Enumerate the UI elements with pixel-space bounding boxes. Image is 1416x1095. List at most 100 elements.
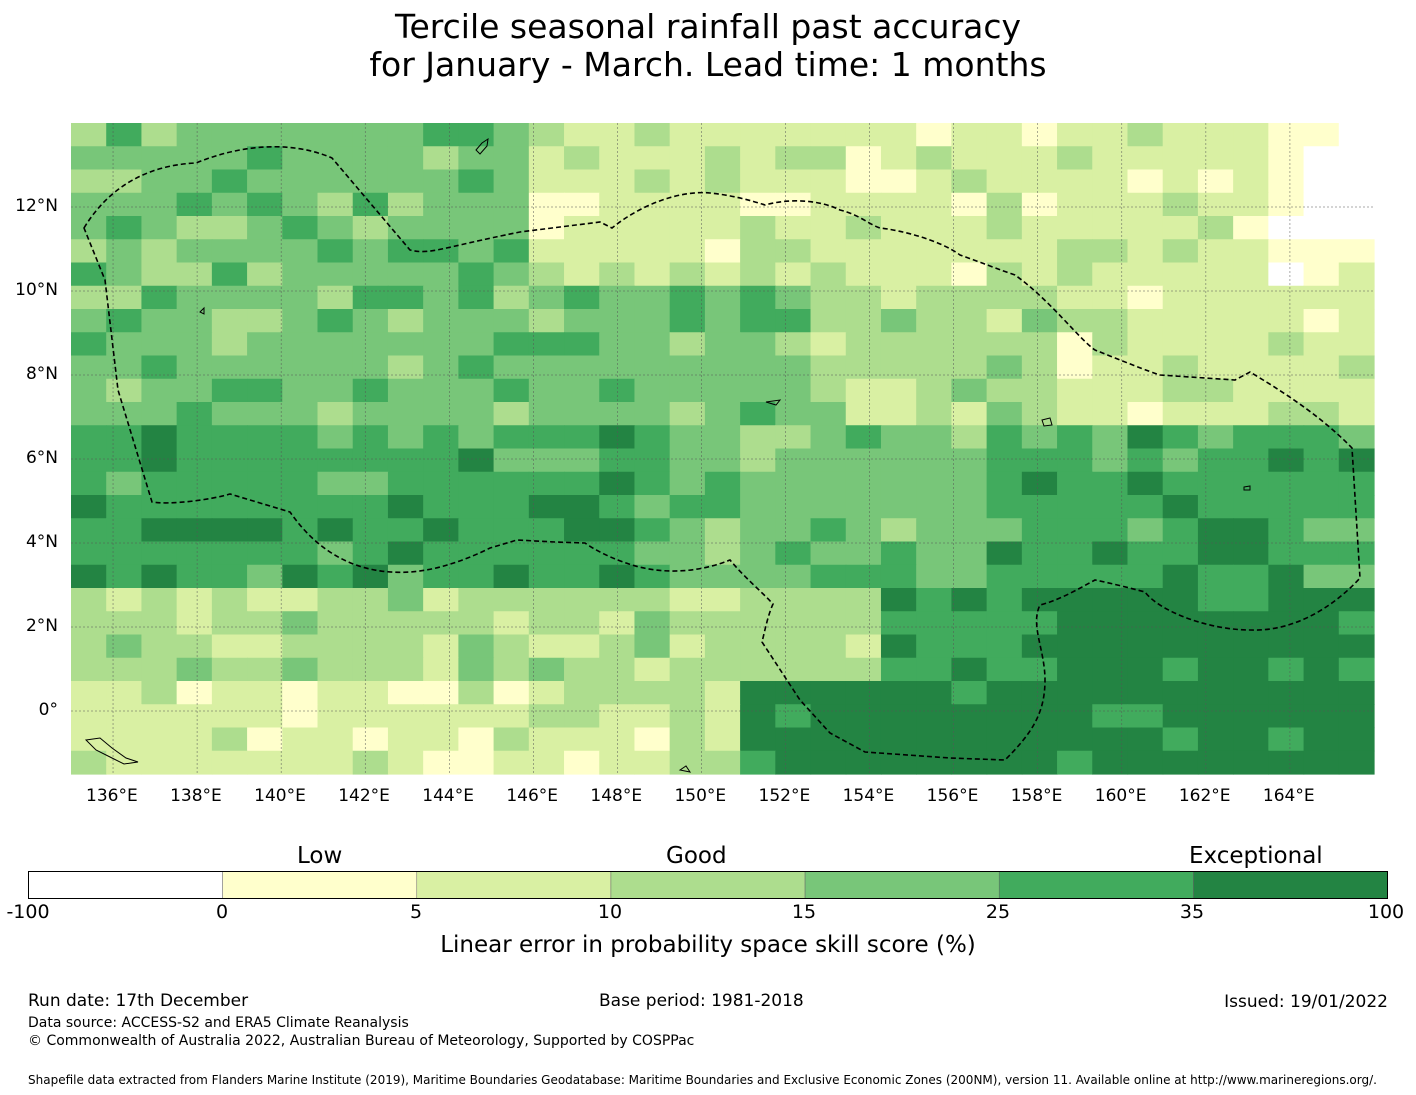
skill-cell [1303, 192, 1340, 217]
skill-cell [1127, 588, 1164, 612]
skill-cell [1057, 588, 1093, 612]
skill-cell [493, 378, 530, 403]
skill-cell [458, 123, 495, 147]
skill-cell [1162, 309, 1199, 333]
skill-cell [951, 518, 988, 543]
skill-cell [282, 332, 319, 357]
skill-cell [211, 750, 248, 775]
skill-cell [528, 448, 565, 473]
skill-cell [775, 495, 812, 519]
skill-cell [1338, 332, 1375, 357]
skill-cell [352, 169, 389, 194]
skill-cell [141, 355, 178, 380]
skill-cell [880, 541, 917, 566]
colorbar-tick: 35 [1179, 901, 1205, 923]
skill-cell [458, 285, 495, 310]
skill-cell [317, 611, 354, 636]
skill-cell [1127, 262, 1164, 287]
skill-cell [423, 704, 459, 729]
skill-cell [387, 518, 424, 543]
skill-cell [247, 564, 283, 589]
skill-cell [1268, 169, 1305, 194]
skill-cell [106, 355, 143, 380]
skill-cell [387, 564, 424, 589]
skill-cell [880, 239, 917, 264]
skill-cell [810, 355, 847, 380]
skill-cell [141, 634, 178, 659]
skill-cell [740, 471, 776, 496]
skill-cell [810, 564, 847, 589]
skill-cell [493, 123, 530, 147]
skill-cell [704, 704, 741, 729]
data-source: Data source: ACCESS-S2 and ERA5 Climate … [28, 1015, 409, 1031]
skill-cell [1303, 704, 1340, 729]
skill-cell [352, 495, 389, 519]
skill-cell [528, 239, 565, 264]
skill-cell [1303, 332, 1340, 357]
skill-cell [1162, 704, 1199, 729]
skill-cell [528, 355, 565, 380]
skill-cell [1127, 123, 1164, 147]
skill-cell [387, 588, 424, 612]
skill-cell [1021, 285, 1058, 310]
skill-cell [810, 681, 847, 705]
skill-cell [317, 495, 354, 519]
skill-cell [282, 495, 319, 519]
skill-cell [352, 332, 389, 357]
skill-cell [247, 541, 283, 566]
skill-cell [810, 425, 847, 450]
skill-cell [669, 402, 706, 426]
skill-cell [176, 495, 213, 519]
skill-cell [423, 169, 459, 194]
skill-cell [211, 727, 248, 752]
skill-cell [317, 262, 354, 287]
skill-cell [951, 495, 988, 519]
skill-cell [71, 309, 107, 333]
skill-cell [528, 657, 565, 682]
longitude-tick-label: 136°E [86, 786, 138, 806]
skill-cell [669, 378, 706, 403]
eez-boundary [83, 145, 1361, 761]
skill-cell [71, 332, 107, 357]
skill-cell [775, 239, 812, 264]
skill-cell [1021, 123, 1058, 147]
skill-cell [880, 750, 917, 775]
skill-cell [1233, 564, 1269, 589]
latitude-tick-label: 12°N [15, 196, 58, 216]
skill-cell [564, 146, 600, 171]
skill-cell [1338, 727, 1375, 752]
skill-cell [458, 169, 495, 194]
skill-cell [775, 216, 812, 240]
skill-cell [176, 681, 213, 705]
skill-cell [106, 239, 143, 264]
skill-cell [423, 262, 459, 287]
skill-cell [916, 727, 953, 752]
skill-cell [810, 216, 847, 240]
skill-cell [458, 727, 495, 752]
skill-cell [775, 704, 812, 729]
skill-cell [1303, 309, 1340, 333]
skill-cell [669, 425, 706, 450]
skill-cell [106, 541, 143, 566]
skill-cell [916, 146, 953, 171]
skill-cell [71, 657, 107, 682]
colorbar-tick: 10 [597, 901, 623, 923]
skill-cell [1338, 495, 1375, 519]
latitude-tick-label: 6°N [25, 448, 58, 468]
skill-cell [564, 285, 600, 310]
skill-cell [1268, 425, 1305, 450]
skill-cell [387, 750, 424, 775]
skill-cell [423, 216, 459, 240]
skill-cell [740, 285, 776, 310]
skill-cell [176, 309, 213, 333]
skill-cell [986, 239, 1023, 264]
skill-cell [458, 611, 495, 636]
skill-cell [880, 588, 917, 612]
skill-cell [1338, 192, 1375, 217]
skill-cell [1092, 123, 1129, 147]
skill-cell [282, 169, 319, 194]
skill-cell [880, 378, 917, 403]
skill-cell [176, 355, 213, 380]
skill-cell [282, 425, 319, 450]
skill-cell [282, 309, 319, 333]
